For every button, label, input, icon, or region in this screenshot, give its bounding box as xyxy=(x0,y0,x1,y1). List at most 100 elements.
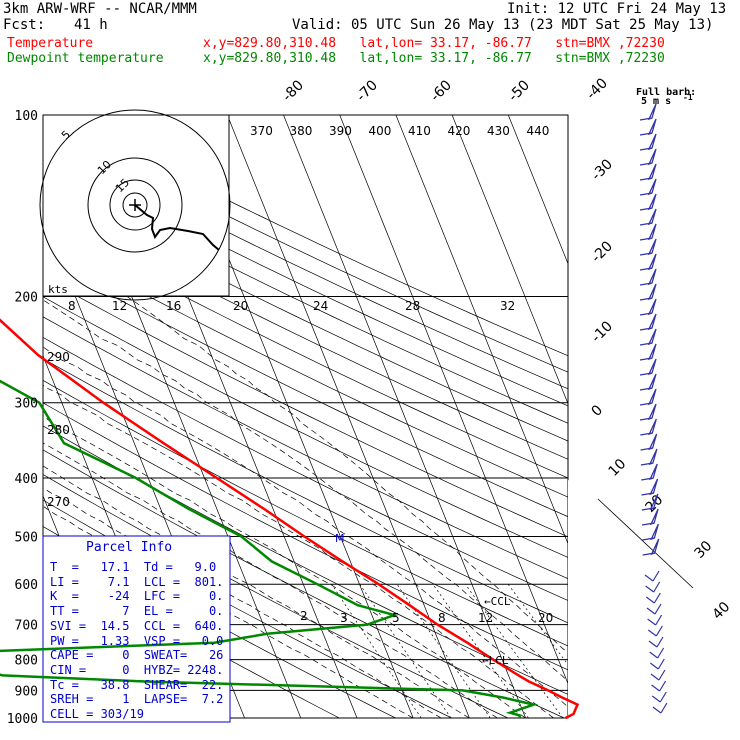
theta-side-label: 290 xyxy=(47,350,70,364)
mixing-ratio-line xyxy=(331,584,422,718)
wind-barb-flag xyxy=(647,193,657,211)
wind-barb xyxy=(639,133,657,151)
pressure-label-800: 800 xyxy=(15,654,38,669)
mixing-ratio-label: 5 xyxy=(392,611,400,625)
wind-barb-flag xyxy=(648,448,658,466)
hodograph-speed-tick: 20 xyxy=(233,299,248,313)
isotherm-label: 30 xyxy=(692,538,716,562)
dry-adiabat xyxy=(43,239,568,498)
wind-barb-flag xyxy=(647,223,657,241)
pressure-label-500: 500 xyxy=(15,530,38,545)
wind-barb xyxy=(649,647,665,659)
wind-barb xyxy=(639,103,657,121)
parcel-info-row: Tc = 38.8 SHEAR= 22. xyxy=(50,677,224,692)
sounding-profiles xyxy=(0,204,580,720)
parcel-info-panel xyxy=(42,535,231,723)
mixing-ratio-label: 20 xyxy=(538,611,553,625)
wind-barb xyxy=(642,538,660,556)
wind-barb-feather xyxy=(657,658,665,670)
wind-barb-flag xyxy=(647,358,657,376)
wind-barb-feather xyxy=(653,592,661,604)
wind-barb-staff xyxy=(651,695,661,703)
wind-barb xyxy=(639,118,657,136)
pressure-label-100: 100 xyxy=(15,109,38,124)
wind-barb-feather xyxy=(656,636,664,648)
wind-barb xyxy=(640,448,658,466)
wind-barb-flag xyxy=(649,478,659,496)
isotherm-label: 10 xyxy=(606,456,630,480)
wind-barb xyxy=(651,691,667,703)
pressure-label-700: 700 xyxy=(15,619,38,634)
theta-label: 390 xyxy=(329,124,352,138)
parcel-info-row: CAPE = 0 SWEAT= 26 xyxy=(50,648,224,663)
mixing-ratio-label: 8 xyxy=(438,611,446,625)
wind-barb-flag xyxy=(649,493,659,511)
wind-barb xyxy=(641,493,659,511)
wind-barb xyxy=(640,433,658,451)
moist-adiabat xyxy=(43,415,526,718)
parcel-info-row: K = -24 LFC = 0. xyxy=(50,589,224,604)
theta-label: 440 xyxy=(527,124,550,138)
wind-barb-flag xyxy=(647,238,657,256)
dry-adiabat xyxy=(43,316,568,580)
pressure-label-400: 400 xyxy=(15,472,38,487)
wind-barb xyxy=(651,680,667,692)
hodograph-ring xyxy=(87,157,183,253)
isotherm-label: -30 xyxy=(589,156,616,183)
wind-barb-flag xyxy=(648,433,658,451)
wind-barb-feather xyxy=(655,614,663,626)
fcst-value: 41 h xyxy=(74,17,108,33)
isotherm-label: -20 xyxy=(589,238,616,265)
wind-barb-flag xyxy=(647,208,657,226)
hodograph-speed-tick: 28 xyxy=(405,299,420,313)
wind-barb xyxy=(647,625,663,637)
dry-adiabat xyxy=(43,358,568,624)
mixing-ratio-label: 12 xyxy=(478,611,493,625)
wind-barb-staff xyxy=(651,684,660,692)
diagram-edge xyxy=(597,498,694,589)
wind-barb-flag xyxy=(647,133,657,151)
mixing-ratio-label: 2 xyxy=(300,609,308,623)
wind-barb xyxy=(639,253,657,271)
wind-barb xyxy=(641,478,659,496)
isotherm xyxy=(507,115,568,265)
hodograph-speed-tick: 8 xyxy=(68,299,76,313)
dry-adiabat xyxy=(43,379,568,647)
pressure-label-900: 900 xyxy=(15,684,38,699)
legend-dewpoint: Dewpoint temperature xyxy=(7,51,164,66)
wind-barb-flag xyxy=(647,103,657,121)
diagram-grid xyxy=(39,109,740,723)
dry-adiabat xyxy=(43,276,568,538)
dry-adiabat xyxy=(43,499,452,718)
theta-label: 410 xyxy=(408,124,431,138)
wind-barb xyxy=(639,193,657,211)
parcel-info-row: CIN = 0 HYBZ= 2248. xyxy=(50,662,224,677)
isotherm-label: -50 xyxy=(506,77,533,104)
wind-barb xyxy=(650,669,666,681)
barb-key-title: Full barb: xyxy=(636,87,697,98)
legend-temperature: Temperature xyxy=(7,36,94,51)
dry-adiabat xyxy=(43,336,568,601)
wind-barb-flag xyxy=(647,343,657,361)
hodograph-speed-tick: 16 xyxy=(166,299,181,313)
dry-adiabat xyxy=(43,296,568,558)
isotherm-label: -70 xyxy=(354,77,381,104)
wind-barb-flag xyxy=(648,463,658,481)
wind-barb-feather xyxy=(653,581,661,593)
parcel-info-row: TT = 7 EL = 0. xyxy=(50,604,224,619)
pressure-label-1000: 1000 xyxy=(7,712,38,727)
theta-label: 420 xyxy=(448,124,471,138)
wind-barb-feather xyxy=(659,680,667,692)
wind-barb xyxy=(639,223,657,241)
isotherm xyxy=(395,115,568,545)
dry-adiabat xyxy=(43,257,568,518)
isotherm xyxy=(339,115,568,685)
wind-barbs xyxy=(639,103,668,714)
wind-barb-feather xyxy=(659,691,667,703)
wind-barb xyxy=(639,148,657,166)
theta-label: 380 xyxy=(290,124,313,138)
wind-barb xyxy=(652,702,668,714)
dry-adiabat xyxy=(43,221,568,479)
wind-barb-flag xyxy=(650,538,660,556)
